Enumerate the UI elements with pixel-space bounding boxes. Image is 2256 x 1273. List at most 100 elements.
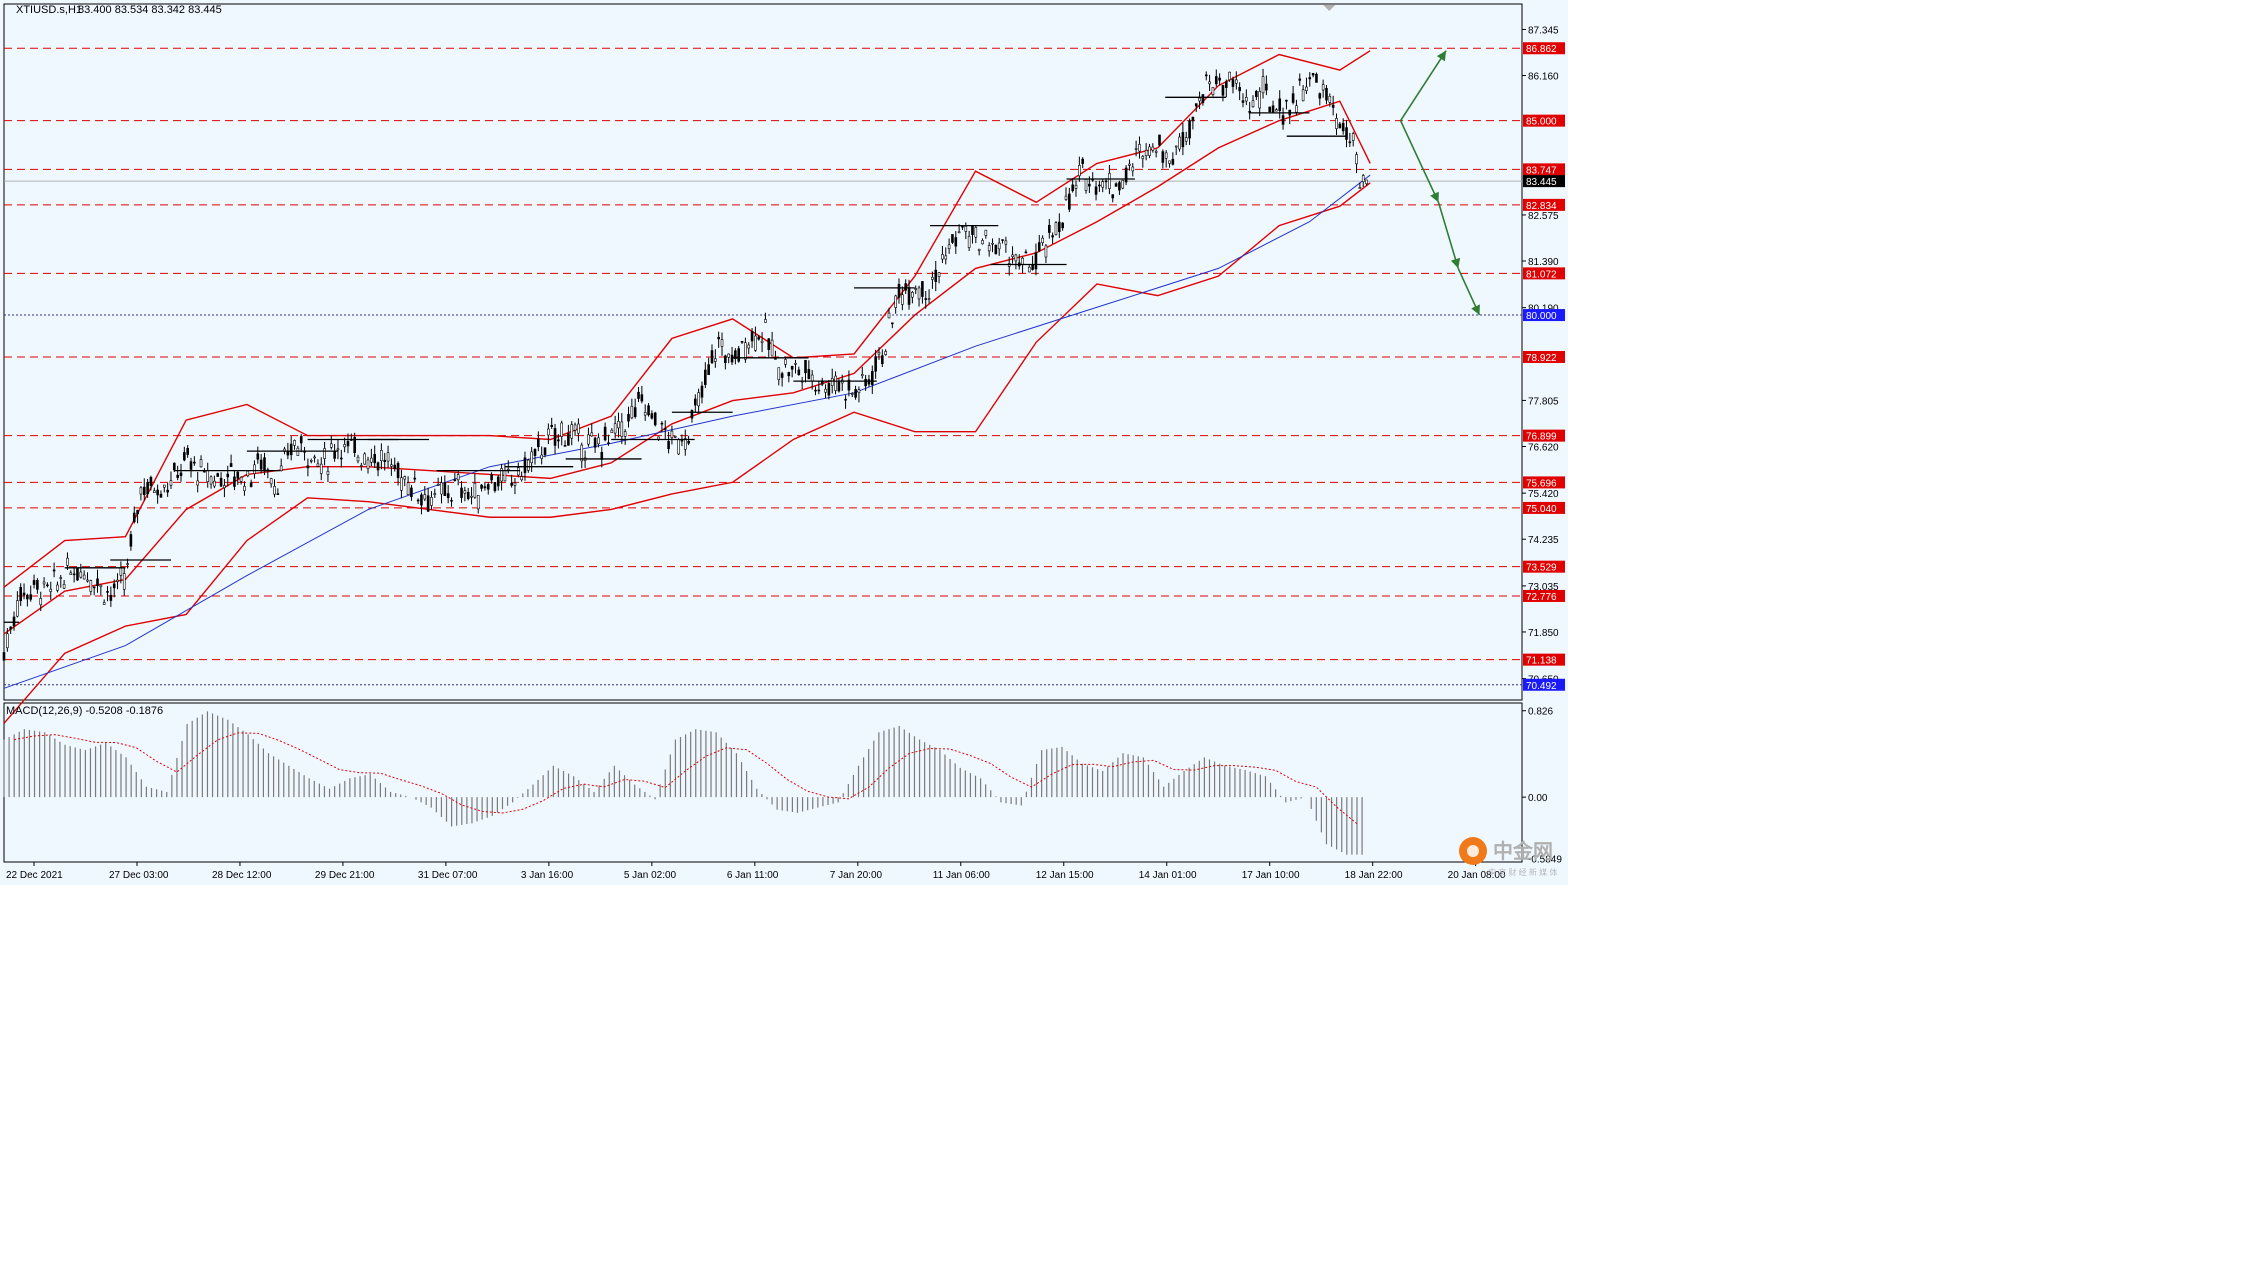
candle-body xyxy=(974,227,978,238)
candle-body xyxy=(897,284,901,298)
candle-body xyxy=(1181,132,1185,148)
candle-body xyxy=(1064,195,1068,200)
candle-body xyxy=(944,255,948,260)
candle-body xyxy=(1278,98,1282,112)
candle-body xyxy=(1265,83,1268,91)
candle-body xyxy=(1275,109,1278,112)
candle-body xyxy=(1315,73,1318,83)
candle-body xyxy=(1141,156,1145,160)
time-axis: 22 Dec 2021 27 Dec 03:00 28 Dec 12:00 29 De… xyxy=(6,862,1506,881)
candle-body xyxy=(700,385,704,398)
candle-body xyxy=(76,568,79,581)
candle-body xyxy=(1071,184,1074,192)
candle-body xyxy=(1325,88,1328,101)
candle-body xyxy=(670,430,674,438)
candle-body xyxy=(997,242,1001,250)
candle-body xyxy=(587,434,590,445)
candle-body xyxy=(941,254,944,260)
symbol-label: XTIUSD.s,H1 xyxy=(16,4,82,16)
level-label-box xyxy=(1523,560,1565,573)
candle-body xyxy=(1168,160,1171,164)
candle-body xyxy=(987,245,991,252)
level-label: 83.747 xyxy=(1526,165,1557,176)
candle-body xyxy=(196,480,199,486)
candle-body xyxy=(590,432,594,437)
level-label: 75.696 xyxy=(1526,478,1557,489)
candle-body xyxy=(714,358,717,362)
bollinger-lower xyxy=(3,182,1371,724)
candle-body xyxy=(360,465,363,467)
candle-body xyxy=(159,493,163,498)
candle-body xyxy=(259,459,263,470)
candle-body xyxy=(356,456,360,462)
candle-body xyxy=(343,444,346,448)
candle-body xyxy=(193,461,196,464)
candle-body xyxy=(183,452,186,461)
candle-body xyxy=(603,426,607,441)
candle-body xyxy=(1011,254,1014,257)
candle-body xyxy=(1321,84,1325,91)
chart-background xyxy=(0,0,1568,885)
candle-body xyxy=(19,587,22,602)
candle-body xyxy=(1047,224,1051,233)
candle-body xyxy=(26,594,29,600)
level-label-box xyxy=(1523,678,1565,691)
candle-body xyxy=(744,342,747,360)
candle-body xyxy=(1305,86,1308,92)
x-tick-label: 20 Jan 08:00 xyxy=(1448,870,1506,881)
candle-body xyxy=(1238,87,1241,92)
candle-body xyxy=(617,420,620,429)
candlesticks xyxy=(2,68,1368,665)
level-label: 72.776 xyxy=(1526,592,1557,603)
candle-body xyxy=(243,486,246,491)
candle-body xyxy=(106,591,109,593)
candle-body xyxy=(737,348,741,362)
candle-body xyxy=(376,462,380,471)
candle-body xyxy=(149,476,153,487)
candle-body xyxy=(1194,103,1198,107)
level-label: 75.040 xyxy=(1526,504,1557,515)
candle-body xyxy=(309,460,313,462)
y-tick-label: 87.345 xyxy=(1528,25,1559,36)
candle-body xyxy=(393,464,397,470)
watermark-subtext: 中 文 财 经 新 媒 体 xyxy=(1488,867,1557,877)
candle-body xyxy=(784,359,787,365)
candle-body xyxy=(119,567,123,576)
candle-body xyxy=(299,436,303,444)
scenario-arrow xyxy=(1437,202,1461,269)
x-tick-label: 6 Jan 11:00 xyxy=(727,870,779,881)
candle-body xyxy=(1201,94,1205,104)
x-tick-label: 7 Jan 20:00 xyxy=(830,870,883,881)
candle-body xyxy=(693,398,697,406)
candle-body xyxy=(1261,76,1265,94)
candle-body xyxy=(142,486,146,496)
candle-body xyxy=(316,463,320,467)
candle-body xyxy=(206,470,210,482)
candle-body xyxy=(1221,85,1225,96)
candle-body xyxy=(213,480,216,487)
candle-body xyxy=(516,467,520,476)
candle-body xyxy=(463,490,467,494)
candle-body xyxy=(931,276,934,280)
candle-body xyxy=(607,442,610,444)
candle-body xyxy=(1228,71,1231,81)
candle-body xyxy=(593,437,597,448)
candle-body xyxy=(253,464,256,474)
candle-body xyxy=(1031,264,1034,270)
candle-body xyxy=(370,457,373,463)
candle-body xyxy=(543,447,547,456)
candle-body xyxy=(216,473,220,477)
candle-body xyxy=(79,571,83,578)
candle-body xyxy=(1098,184,1101,187)
candle-body xyxy=(874,356,877,372)
price-chart[interactable]: 87.34586.16082.57581.39080.19077.80576.6… xyxy=(0,0,1568,885)
candle-body xyxy=(977,248,981,251)
candle-body xyxy=(563,444,567,447)
level-label-box xyxy=(1523,350,1565,363)
candle-body xyxy=(139,487,143,495)
ma-line xyxy=(3,174,1371,689)
candle-body xyxy=(169,480,173,486)
candle-body xyxy=(46,584,49,587)
candle-body xyxy=(804,359,807,374)
candle-body xyxy=(1148,146,1151,156)
